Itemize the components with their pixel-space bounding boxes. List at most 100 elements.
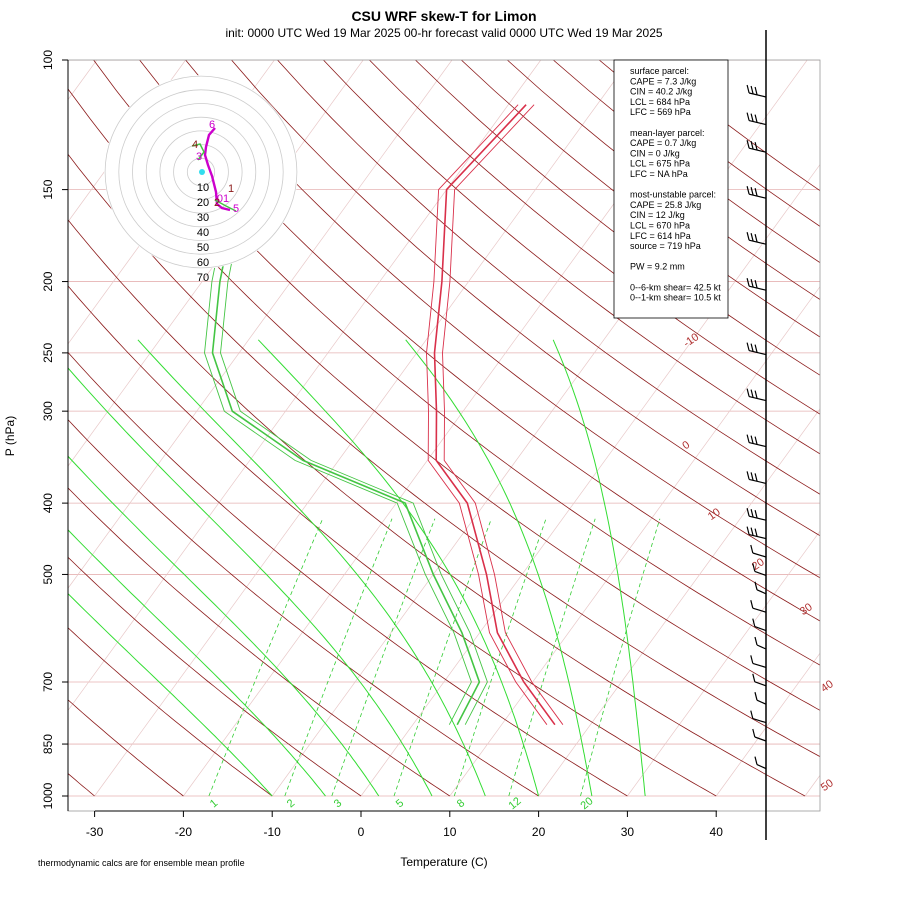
moist-adiabat bbox=[137, 339, 486, 797]
wind-barb-flag bbox=[754, 390, 758, 399]
isotherm-line bbox=[68, 60, 453, 589]
mixing-ratio-label: 12 bbox=[507, 795, 524, 812]
wind-barb-flag bbox=[752, 618, 756, 627]
wind-barb-flag bbox=[750, 113, 754, 122]
dry-adiabat bbox=[277, 60, 820, 495]
wind-barb bbox=[748, 92, 767, 98]
isotherm-line bbox=[68, 60, 542, 712]
x-tick-label: -10 bbox=[264, 825, 282, 839]
wind-barb-flag bbox=[752, 673, 756, 682]
hodograph-ring bbox=[104, 75, 298, 269]
mixing-ratio-line bbox=[208, 518, 324, 797]
isotherm-label: 50 bbox=[819, 777, 836, 794]
isotherm-line bbox=[627, 530, 820, 797]
wind-barb-flag bbox=[750, 279, 754, 288]
wind-barb-flag bbox=[754, 344, 758, 353]
isotherm-line bbox=[449, 286, 820, 797]
wind-barb-flag bbox=[752, 563, 756, 572]
hodograph-ring-label: 10 bbox=[197, 182, 209, 194]
hodograph-height-label: 2 bbox=[214, 197, 220, 209]
isotherm-label: 20 bbox=[750, 556, 767, 573]
wind-barb bbox=[748, 193, 767, 199]
info-line: surface parcel: bbox=[630, 66, 689, 76]
y-tick-label: 300 bbox=[41, 401, 55, 421]
wind-barb-flag bbox=[754, 636, 758, 646]
wind-barb bbox=[748, 147, 767, 153]
wind-barb bbox=[754, 626, 767, 632]
mixing-ratio-line bbox=[331, 518, 436, 797]
isotherm-label: 0 bbox=[680, 439, 692, 452]
wind-barb-flag bbox=[754, 114, 758, 123]
sounding-profiles bbox=[204, 104, 564, 726]
hodograph-trace-member bbox=[214, 199, 237, 212]
info-line: CIN = 0 J/kg bbox=[630, 148, 680, 158]
info-line: most-unstable parcel: bbox=[630, 190, 716, 200]
wind-barb-flag bbox=[750, 141, 754, 150]
dry-adiabat bbox=[68, 487, 451, 797]
wind-barb bbox=[752, 607, 767, 613]
wind-barb bbox=[756, 589, 767, 595]
wind-barb-flag bbox=[754, 188, 758, 197]
y-tick-label: 400 bbox=[41, 493, 55, 513]
dewpoint-profile bbox=[220, 247, 488, 725]
wind-barb-flag bbox=[746, 84, 750, 94]
temperature-profile bbox=[426, 104, 548, 725]
mixing-ratio-label: 20 bbox=[579, 795, 596, 812]
wind-barb-flag bbox=[754, 756, 758, 765]
hodograph-ring bbox=[118, 89, 284, 255]
mixing-ratio-label: 2 bbox=[285, 797, 297, 810]
dry-adiabat bbox=[68, 88, 820, 711]
info-line: CAPE = 25.8 J/kg bbox=[630, 200, 701, 210]
wind-barb-flag bbox=[746, 232, 750, 241]
x-axis-title: Temperature (C) bbox=[400, 855, 487, 869]
hodograph-ring-label: 60 bbox=[197, 257, 209, 269]
x-tick-label: 0 bbox=[358, 825, 365, 839]
wind-barb-flag bbox=[750, 544, 754, 554]
info-line: 0--1-km shear= 10.5 kt bbox=[630, 293, 721, 303]
wind-barb-flag bbox=[754, 142, 758, 151]
wind-barb bbox=[748, 442, 767, 448]
info-line: LFC = NA hPa bbox=[630, 169, 688, 179]
hodograph-ring-label: 50 bbox=[197, 242, 209, 254]
wind-barb-flag bbox=[746, 471, 750, 480]
wind-barb-flag bbox=[750, 435, 754, 444]
dry-adiabat bbox=[185, 60, 820, 579]
hodograph-ring bbox=[145, 116, 257, 228]
wind-barb-flag bbox=[750, 509, 754, 518]
wind-barb-flag bbox=[750, 343, 754, 352]
wind-barb-flag bbox=[750, 527, 754, 536]
wind-barb-flag bbox=[750, 389, 754, 398]
mixing-ratio-line bbox=[453, 518, 547, 797]
moist-adiabat bbox=[68, 367, 433, 797]
hodograph-ring-label: 70 bbox=[197, 272, 209, 284]
wind-barb-flag bbox=[746, 140, 750, 149]
wind-barb bbox=[748, 515, 767, 521]
mixing-ratio-line bbox=[508, 518, 596, 797]
wind-barb bbox=[748, 478, 767, 484]
y-tick-label: 200 bbox=[41, 271, 55, 291]
wind-barb bbox=[756, 699, 767, 705]
wind-barb bbox=[752, 718, 767, 724]
wind-barb bbox=[756, 764, 767, 770]
dry-adiabat bbox=[93, 60, 820, 666]
wind-barb bbox=[754, 736, 767, 742]
dry-adiabat bbox=[369, 60, 820, 415]
wind-barb-flag bbox=[750, 472, 754, 481]
wind-barb bbox=[748, 120, 767, 126]
info-line: PW = 9.2 mm bbox=[630, 262, 685, 272]
info-line: CIN = 40.2 J/kg bbox=[630, 87, 692, 97]
y-tick-label: 850 bbox=[41, 734, 55, 754]
wind-barb bbox=[754, 570, 767, 576]
info-line: CAPE = 7.3 J/kg bbox=[630, 76, 696, 86]
wind-barb-flag bbox=[746, 186, 750, 195]
wind-barb-flag bbox=[750, 655, 754, 664]
x-tick-label: 20 bbox=[532, 825, 546, 839]
storm-motion-marker bbox=[199, 169, 205, 175]
hodograph-height-label: 3 bbox=[196, 151, 202, 163]
hodograph-trace bbox=[203, 127, 231, 212]
mixing-ratio-line bbox=[284, 518, 393, 797]
isotherm-line bbox=[360, 163, 820, 797]
